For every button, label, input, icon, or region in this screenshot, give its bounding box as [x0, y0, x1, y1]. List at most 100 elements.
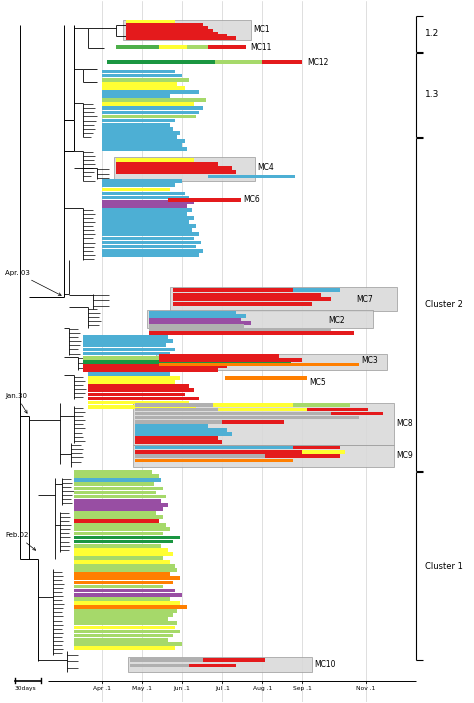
- Bar: [102, 245, 196, 248]
- Bar: [116, 45, 159, 49]
- Bar: [102, 78, 189, 82]
- Bar: [159, 363, 359, 366]
- Bar: [237, 415, 359, 420]
- Bar: [102, 183, 175, 187]
- Bar: [102, 115, 196, 118]
- Bar: [74, 556, 164, 560]
- Bar: [102, 127, 173, 131]
- Bar: [126, 23, 203, 27]
- Bar: [102, 179, 182, 183]
- Bar: [102, 212, 187, 216]
- Bar: [74, 593, 182, 597]
- Bar: [135, 424, 208, 427]
- Bar: [83, 360, 291, 363]
- Bar: [88, 401, 189, 404]
- Bar: [208, 174, 295, 179]
- Bar: [187, 45, 208, 49]
- Bar: [102, 94, 171, 98]
- Bar: [156, 354, 387, 370]
- Bar: [130, 664, 189, 667]
- Bar: [102, 233, 199, 236]
- Bar: [225, 376, 307, 380]
- Bar: [302, 450, 345, 453]
- Bar: [102, 90, 199, 93]
- Bar: [293, 404, 350, 407]
- Bar: [83, 352, 171, 356]
- Bar: [116, 167, 232, 170]
- Bar: [83, 335, 168, 339]
- Bar: [74, 486, 164, 490]
- Bar: [102, 253, 199, 257]
- Bar: [130, 658, 203, 662]
- Text: Jun .1: Jun .1: [174, 686, 191, 691]
- Bar: [102, 86, 184, 90]
- Bar: [213, 404, 293, 407]
- Text: MC9: MC9: [397, 451, 413, 460]
- Bar: [218, 408, 307, 411]
- Bar: [126, 29, 213, 32]
- Bar: [88, 376, 180, 380]
- Text: 1.2: 1.2: [425, 29, 439, 38]
- Bar: [102, 74, 182, 77]
- Text: Cluster 1: Cluster 1: [425, 562, 463, 571]
- Text: MC8: MC8: [397, 418, 413, 427]
- Bar: [74, 470, 152, 474]
- Text: 30days: 30days: [15, 686, 36, 691]
- Bar: [102, 192, 184, 195]
- Bar: [102, 98, 206, 102]
- Bar: [88, 396, 199, 401]
- Bar: [102, 119, 175, 122]
- Bar: [74, 568, 177, 572]
- Bar: [102, 236, 194, 240]
- Bar: [102, 143, 182, 147]
- Text: Aug .1: Aug .1: [253, 686, 272, 691]
- Bar: [74, 560, 171, 564]
- Bar: [135, 420, 222, 423]
- Bar: [102, 220, 189, 224]
- Bar: [74, 536, 180, 539]
- Text: MC12: MC12: [307, 58, 328, 67]
- Bar: [74, 515, 164, 519]
- Bar: [102, 135, 177, 138]
- Bar: [116, 162, 218, 166]
- Bar: [74, 495, 166, 498]
- Bar: [88, 372, 171, 376]
- Bar: [88, 392, 184, 396]
- Text: MC6: MC6: [244, 195, 260, 204]
- Bar: [102, 139, 184, 143]
- Bar: [102, 224, 196, 228]
- Text: MC7: MC7: [356, 295, 374, 304]
- Bar: [102, 204, 187, 207]
- Bar: [159, 45, 187, 49]
- Bar: [74, 507, 164, 510]
- Bar: [293, 446, 340, 449]
- Bar: [135, 404, 213, 407]
- Bar: [83, 347, 175, 352]
- Text: MC5: MC5: [310, 378, 326, 387]
- Bar: [74, 548, 168, 552]
- Bar: [227, 412, 331, 415]
- Bar: [135, 408, 218, 411]
- Bar: [74, 642, 182, 645]
- Bar: [74, 523, 166, 527]
- Text: Feb.02: Feb.02: [5, 532, 36, 550]
- Bar: [74, 503, 168, 507]
- Bar: [135, 446, 293, 449]
- Bar: [102, 208, 191, 212]
- Bar: [88, 380, 175, 384]
- Bar: [74, 475, 159, 478]
- Bar: [203, 658, 264, 662]
- Bar: [293, 288, 340, 292]
- Bar: [107, 60, 215, 64]
- Bar: [102, 103, 194, 106]
- Bar: [149, 331, 354, 335]
- Bar: [135, 450, 302, 453]
- Text: 1.3: 1.3: [425, 90, 439, 99]
- Bar: [149, 311, 237, 314]
- Bar: [135, 458, 293, 463]
- Text: Jul .1: Jul .1: [215, 686, 230, 691]
- Bar: [74, 585, 164, 588]
- Bar: [74, 552, 173, 555]
- Bar: [135, 412, 227, 415]
- Text: Nov .1: Nov .1: [356, 686, 376, 691]
